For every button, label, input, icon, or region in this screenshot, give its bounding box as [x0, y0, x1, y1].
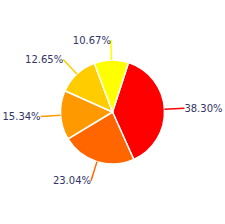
svg-text:10.67%: 10.67% [73, 35, 111, 46]
svg-text:15.34%: 15.34% [8, 111, 41, 122]
svg-text:38.30%: 38.30% [184, 103, 217, 114]
svg-text:23.04%: 23.04% [53, 175, 91, 186]
svg-text:12.65%: 12.65% [25, 54, 63, 65]
